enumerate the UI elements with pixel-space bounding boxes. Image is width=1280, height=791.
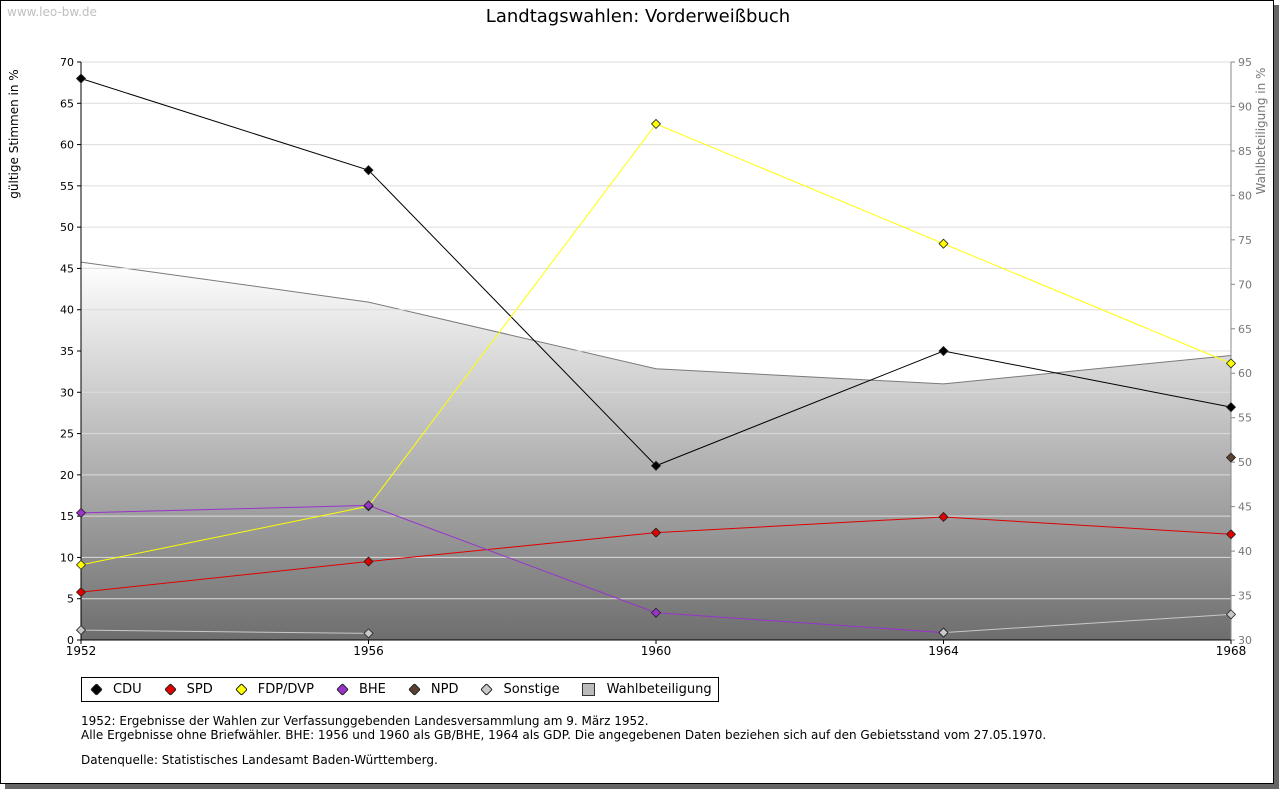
y2-tick-label: 55 (1238, 412, 1252, 425)
legend-marker (336, 683, 349, 696)
line-chart: Landtagswahlen: Vorderweißbuch gültige S… (7, 6, 1268, 658)
legend-marker (90, 683, 103, 696)
legend-marker (234, 683, 248, 696)
y-tick-label: 15 (60, 510, 74, 523)
series-line-sonstige (80, 629, 369, 634)
legend-label: NPD (430, 682, 459, 697)
chart-title: Landtagswahlen: Vorderweißbuch (486, 6, 790, 27)
note-line-1: 1952: Ergebnisse der Wahlen zur Verfassu… (81, 714, 649, 728)
y-tick-label: 10 (60, 551, 74, 564)
point-spd (938, 511, 949, 523)
series-line-bhe (80, 504, 944, 634)
legend-item-wahlbeteiligung: Wahlbeteiligung (578, 682, 712, 697)
legend-marker (408, 683, 421, 696)
y-tick-label: 20 (60, 469, 74, 482)
x-tick-label: 1964 (928, 644, 959, 658)
legend-marker (581, 683, 595, 696)
legend-label: CDU (113, 682, 142, 697)
y-tick-label: 5 (67, 593, 74, 606)
y2-tick-label: 45 (1238, 501, 1252, 514)
note-line-2: Alle Ergebnisse ohne Briefwähler. BHE: 1… (81, 728, 1047, 742)
point-spd (1225, 529, 1237, 540)
series-points-layer (75, 73, 1237, 639)
y-tick-label: 70 (60, 56, 74, 69)
point-cdu (1225, 402, 1237, 413)
legend-label: BHE (358, 682, 386, 697)
legend: CDU SPD FDP/DVP BHE NPD Sonstige Wahlbeteiligu… (81, 677, 719, 702)
watermark: www.leo-bw.de (7, 5, 97, 19)
y2-tick-label: 80 (1238, 189, 1252, 202)
turnout-line (80, 261, 1232, 385)
point-bhe (650, 607, 662, 618)
legend-item-cdu: CDU (86, 682, 142, 697)
y-tick-label: 50 (60, 221, 74, 234)
y-tick-label: 45 (60, 262, 74, 275)
point-npd (1225, 452, 1237, 463)
point-sonstige (1225, 609, 1237, 620)
y-tick-label: 25 (60, 428, 74, 441)
y2-axis-label: Wahlbeteiligung in % (1254, 68, 1268, 195)
y2-tick-label: 35 (1238, 590, 1252, 603)
legend-label: SPD (186, 682, 213, 697)
legend-item-npd: NPD (404, 682, 459, 697)
point-bhe (363, 500, 374, 511)
y2-tick-label: 65 (1238, 323, 1252, 336)
point-fdp-dvp (938, 238, 949, 249)
y2-tick-label: 50 (1238, 456, 1252, 469)
y2-tick-label: 90 (1238, 100, 1252, 113)
notes: 1952: Ergebnisse der Wahlen zur Verfassu… (81, 714, 1046, 742)
point-fdp-dvp (650, 118, 662, 129)
point-spd (75, 587, 87, 598)
legend-item-fdp-dvp: FDP/DVP (231, 682, 314, 697)
legend-label: Sonstige (503, 682, 560, 697)
series-line-sonstige (943, 613, 1232, 634)
y-tick-label: 40 (60, 304, 74, 317)
legend-item-sonstige: Sonstige (476, 682, 560, 697)
y-tick-label: 65 (60, 97, 74, 110)
y-tick-label: 55 (60, 180, 74, 193)
y2-tick-label: 60 (1238, 367, 1252, 380)
legend-marker (480, 683, 494, 696)
turnout-area (81, 262, 1231, 640)
point-fdp-dvp (75, 559, 87, 570)
point-bhe (75, 507, 87, 518)
y2-tick-label: 40 (1238, 545, 1252, 558)
y2-tick-label: 85 (1238, 145, 1252, 158)
y-tick-label: 30 (60, 386, 74, 399)
y2-tick-label: 75 (1238, 234, 1252, 247)
point-sonstige (938, 627, 949, 638)
point-cdu (650, 460, 662, 471)
x-tick-label: 1960 (641, 644, 672, 658)
source-note: Datenquelle: Statistisches Landesamt Bad… (81, 753, 438, 767)
legend-item-spd: SPD (160, 682, 213, 697)
x-tick-label: 1956 (353, 644, 384, 658)
point-sonstige (75, 625, 87, 636)
turnout-area-layer (80, 261, 1232, 640)
point-cdu (75, 73, 87, 84)
point-spd (650, 527, 662, 538)
y2-tick-label: 95 (1238, 56, 1252, 69)
x-tick-label: 1952 (66, 644, 97, 658)
point-fdp-dvp (1225, 358, 1237, 369)
point-cdu (938, 345, 949, 357)
legend-label: Wahlbeteiligung (606, 682, 712, 697)
axes-layer: 0 5 10 15 20 25 30 35 40 45 50 55 60 65 70 30 35 40 45 50 55… (60, 56, 1252, 658)
y-tick-label: 60 (60, 139, 74, 152)
point-spd (363, 556, 374, 567)
y-tick-label: 35 (60, 345, 74, 358)
x-tick-label: 1968 (1216, 644, 1247, 658)
legend-marker (163, 683, 177, 696)
y2-tick-label: 30 (1238, 634, 1252, 647)
grid-layer (81, 61, 1231, 600)
legend-label: FDP/DVP (257, 682, 314, 697)
legend-item-bhe: BHE (332, 682, 386, 697)
y2-tick-label: 70 (1238, 278, 1252, 291)
point-sonstige (363, 628, 374, 639)
y-axis-label: gültige Stimmen in % (7, 69, 21, 198)
point-cdu (363, 165, 374, 176)
y-tick-label: 0 (67, 634, 74, 647)
